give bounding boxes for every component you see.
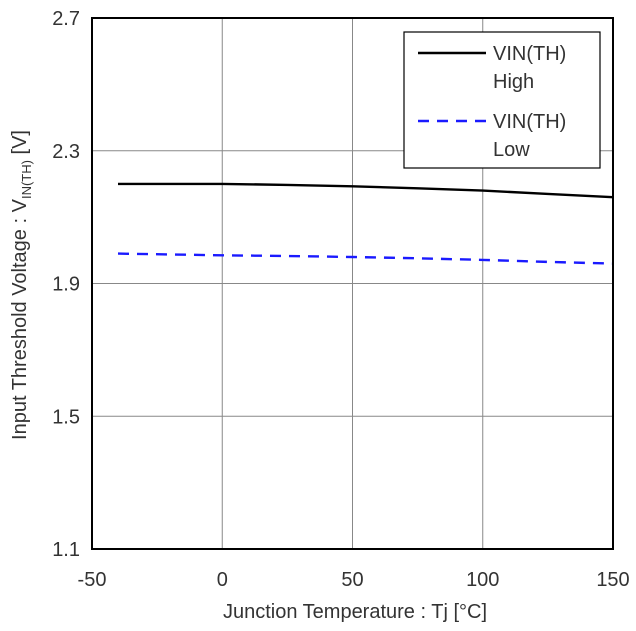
y-tick-label: 2.7 bbox=[52, 8, 80, 30]
plot-area bbox=[91, 17, 614, 550]
x-axis-title: Junction Temperature : Tj [°C] bbox=[223, 601, 487, 623]
x-tick-label: 100 bbox=[466, 569, 499, 591]
legend-box bbox=[403, 31, 601, 169]
legend-label-low-line2: Low bbox=[493, 139, 530, 161]
y-axis-title-main: Input Threshold Voltage : V bbox=[9, 198, 31, 440]
y-axis-title: Input Threshold Voltage : VIN(TH) [V] bbox=[9, 130, 34, 440]
legend-label-high-line1: VIN(TH) bbox=[493, 43, 566, 65]
y-axis-title-subscript: IN(TH) bbox=[19, 160, 34, 199]
x-tick-label: 150 bbox=[596, 569, 629, 591]
tick-labels: -50 0 50 100 150 1.1 1.5 1.9 2.3 2.7 bbox=[52, 8, 630, 591]
series-lines bbox=[117, 182, 614, 265]
x-tick-label: 0 bbox=[217, 569, 228, 591]
x-tick-label: 50 bbox=[341, 569, 363, 591]
y-axis-title-unit: [V] bbox=[9, 130, 31, 160]
y-tick-label: 1.9 bbox=[52, 274, 80, 296]
y-tick-label: 1.1 bbox=[52, 539, 80, 561]
y-tick-label: 2.3 bbox=[52, 141, 80, 163]
series-line-low bbox=[117, 252, 614, 265]
x-tick-label: -50 bbox=[78, 569, 107, 591]
legend-label-high-line2: High bbox=[493, 71, 534, 93]
y-tick-label: 1.5 bbox=[52, 406, 80, 428]
legend: VIN(TH) High VIN(TH) Low bbox=[403, 31, 601, 169]
series-line-high bbox=[118, 182, 614, 199]
legend-label-low-line1: VIN(TH) bbox=[493, 111, 566, 133]
